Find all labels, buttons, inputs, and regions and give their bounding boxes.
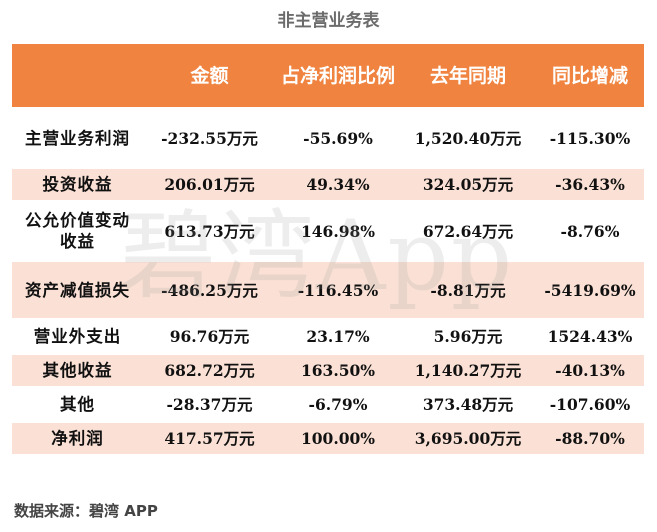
row-amount: -28.37万元: [143, 389, 276, 420]
row-ratio: 100.00%: [276, 423, 400, 454]
header-last-year: 去年同期: [400, 44, 536, 107]
row-name: 主营业务利润: [12, 110, 143, 166]
row-last-year: 324.05万元: [400, 169, 536, 200]
row-name: 投资收益: [12, 169, 143, 200]
table-row: 公允价值变动收益 613.73万元 146.98% 672.64万元 -8.76…: [12, 203, 644, 259]
table-title: 非主营业务表: [277, 11, 380, 31]
row-yoy: -40.13%: [536, 355, 644, 386]
table-row: 营业外支出 96.76万元 23.17% 5.96万元 1524.43%: [12, 321, 644, 352]
row-name: 营业外支出: [12, 321, 143, 352]
row-last-year: 5.96万元: [400, 321, 536, 352]
header-item: [12, 44, 143, 107]
row-amount: 417.57万元: [143, 423, 276, 454]
row-last-year: 373.48万元: [400, 389, 536, 420]
row-amount: 206.01万元: [143, 169, 276, 200]
row-amount: -232.55万元: [143, 110, 276, 166]
row-ratio: -55.69%: [276, 110, 400, 166]
row-name: 公允价值变动收益: [12, 203, 143, 259]
row-last-year: 1,140.27万元: [400, 355, 536, 386]
header-amount: 金额: [143, 44, 276, 107]
row-yoy: -5419.69%: [536, 262, 644, 318]
data-source-note: 数据来源：碧湾 APP: [14, 502, 158, 520]
row-yoy: -8.76%: [536, 203, 644, 259]
row-amount: -486.25万元: [143, 262, 276, 318]
row-amount: 682.72万元: [143, 355, 276, 386]
table-row: 净利润 417.57万元 100.00% 3,695.00万元 -88.70%: [12, 423, 644, 454]
row-last-year: -8.81万元: [400, 262, 536, 318]
table-row: 投资收益 206.01万元 49.34% 324.05万元 -36.43%: [12, 169, 644, 200]
table-row: 资产减值损失 -486.25万元 -116.45% -8.81万元 -5419.…: [12, 262, 644, 318]
row-name: 其他: [12, 389, 143, 420]
row-ratio: 163.50%: [276, 355, 400, 386]
row-amount: 96.76万元: [143, 321, 276, 352]
non-core-business-table: 金额 占净利润比例 去年同期 同比增减 主营业务利润 -232.55万元 -55…: [12, 41, 644, 457]
row-ratio: -116.45%: [276, 262, 400, 318]
row-yoy: -107.60%: [536, 389, 644, 420]
row-yoy: -36.43%: [536, 169, 644, 200]
row-yoy: 1524.43%: [536, 321, 644, 352]
row-yoy: -115.30%: [536, 110, 644, 166]
table-row: 其他 -28.37万元 -6.79% 373.48万元 -107.60%: [12, 389, 644, 420]
row-name: 其他收益: [12, 355, 143, 386]
row-ratio: -6.79%: [276, 389, 400, 420]
row-last-year: 3,695.00万元: [400, 423, 536, 454]
row-ratio: 49.34%: [276, 169, 400, 200]
row-ratio: 23.17%: [276, 321, 400, 352]
row-name: 资产减值损失: [12, 262, 143, 318]
table-row: 其他收益 682.72万元 163.50% 1,140.27万元 -40.13%: [12, 355, 644, 386]
row-last-year: 1,520.40万元: [400, 110, 536, 166]
header-yoy: 同比增减: [536, 44, 644, 107]
row-name: 净利润: [12, 423, 143, 454]
header-ratio: 占净利润比例: [276, 44, 400, 107]
row-last-year: 672.64万元: [400, 203, 536, 259]
row-yoy: -88.70%: [536, 423, 644, 454]
header-row: 金额 占净利润比例 去年同期 同比增减: [12, 44, 644, 107]
table-row: 主营业务利润 -232.55万元 -55.69% 1,520.40万元 -115…: [12, 110, 644, 166]
row-amount: 613.73万元: [143, 203, 276, 259]
row-ratio: 146.98%: [276, 203, 400, 259]
